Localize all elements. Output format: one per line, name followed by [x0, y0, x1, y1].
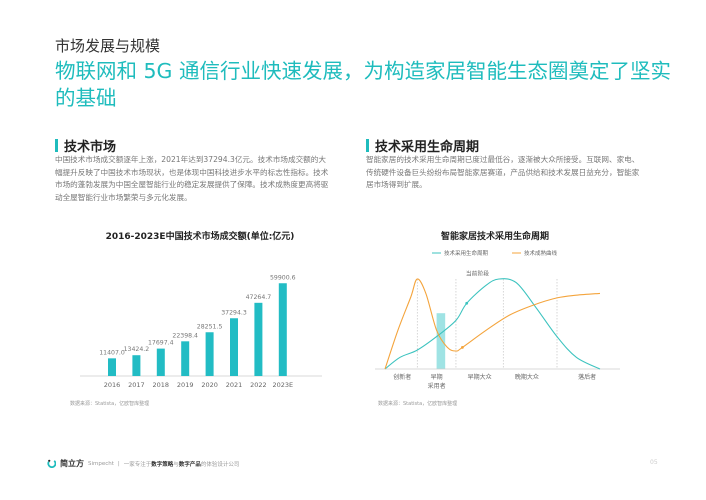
bar: [132, 355, 141, 376]
x-tick-label: 2017: [128, 381, 145, 389]
logo-icon: [47, 459, 56, 468]
title-accent-bar: [366, 139, 369, 152]
bar-value-label: 47264.7: [246, 294, 272, 301]
series-marker: [461, 346, 464, 349]
x-tick-label: 2019: [177, 381, 194, 389]
brand-en: Simpecht: [88, 460, 114, 467]
current-stage-annotation: 当前阶段: [466, 269, 489, 277]
tagline-bold: 数字产品: [178, 461, 201, 468]
stage-label-line2: 采用者: [428, 382, 446, 390]
bar-value-label: 13424.2: [124, 346, 150, 353]
lifecycle-chart-title: 智能家居技术采用生命周期: [440, 232, 549, 242]
bar-value-label: 28251.5: [197, 323, 223, 330]
title-accent-bar: [55, 139, 58, 152]
x-tick-label: 2022: [250, 381, 267, 389]
stage-label: 落后者: [578, 373, 596, 381]
tagline-part: 与: [173, 461, 179, 468]
series-line-1: [384, 278, 601, 370]
current-stage-band: [436, 313, 446, 369]
right-section-title: 技术采用生命周期: [366, 136, 479, 155]
stage-label: 早期: [431, 373, 443, 381]
x-tick-label: 2018: [153, 381, 170, 389]
legend-label: 技术成熟曲线: [524, 249, 558, 257]
tagline-part: 的体验设计公司: [200, 461, 240, 468]
tagline-part: 一家专注于: [123, 461, 152, 468]
bar: [181, 341, 190, 376]
tagline-bold: 数字策略: [151, 461, 174, 468]
stage-label: 晚期大众: [515, 373, 539, 381]
right-paragraph: 智能家居的技术采用生命周期已度过最低谷，逐渐被大众所接受。互联网、家电、传统硬件…: [366, 155, 640, 189]
section-kicker: 市场发展与规模: [55, 37, 161, 55]
footer-separator: |: [117, 460, 120, 467]
right-section-title-text: 技术采用生命周期: [375, 140, 480, 155]
bar: [278, 283, 287, 376]
bar: [108, 358, 116, 376]
logo-text: 简立方: [60, 459, 84, 468]
stage-label: 早期大众: [468, 373, 492, 381]
page-number: 05: [650, 459, 658, 466]
series-line-0: [384, 278, 601, 370]
x-tick-label: 2020: [201, 381, 218, 389]
bar-value-label: 11407.0: [99, 349, 125, 356]
left-paragraph: 中国技术市场成交额逐年上涨，2021年达到37294.3亿元。技术市场成交额的大…: [55, 155, 329, 202]
footer: 简立方 Simpecht | 一家专注于数字策略与数字产品的体验设计公司: [47, 458, 239, 469]
left-section-title: 技术市场: [55, 136, 116, 155]
x-tick-label: 2016: [104, 381, 121, 389]
bar: [230, 318, 238, 376]
bar-value-label: 37294.3: [221, 309, 247, 316]
page-headline: 物联网和 5G 通信行业快速发展，为构造家居智能生态圈奠定了坚实的基础: [55, 59, 671, 110]
bar-chart-source: 数据来源：Statista，亿欧智库整理: [70, 401, 150, 407]
bar: [156, 348, 165, 376]
x-tick-label: 2021: [226, 381, 243, 389]
left-section-title-text: 技术市场: [64, 140, 117, 155]
legend-label: 技术采用生命周期: [444, 249, 489, 257]
bar-value-label: 22398.4: [172, 332, 198, 339]
stage-label: 创新者: [393, 373, 411, 381]
bar-chart-title: 2016-2023E中国技术市场成交额(单位:亿元): [105, 232, 295, 242]
bar-value-label: 17697.4: [148, 340, 174, 347]
x-tick-label: 2023E: [272, 381, 293, 389]
bar: [205, 332, 214, 376]
bar: [254, 302, 263, 376]
bar-value-label: 59900.6: [270, 274, 296, 281]
lifecycle-chart-source: 数据来源：Statista，亿欧智库整理: [378, 401, 458, 407]
bar-chart: 11407.0 2016 13424.2 2017 17697.4 2018 22398.4…: [80, 274, 322, 389]
series-marker: [465, 301, 469, 305]
